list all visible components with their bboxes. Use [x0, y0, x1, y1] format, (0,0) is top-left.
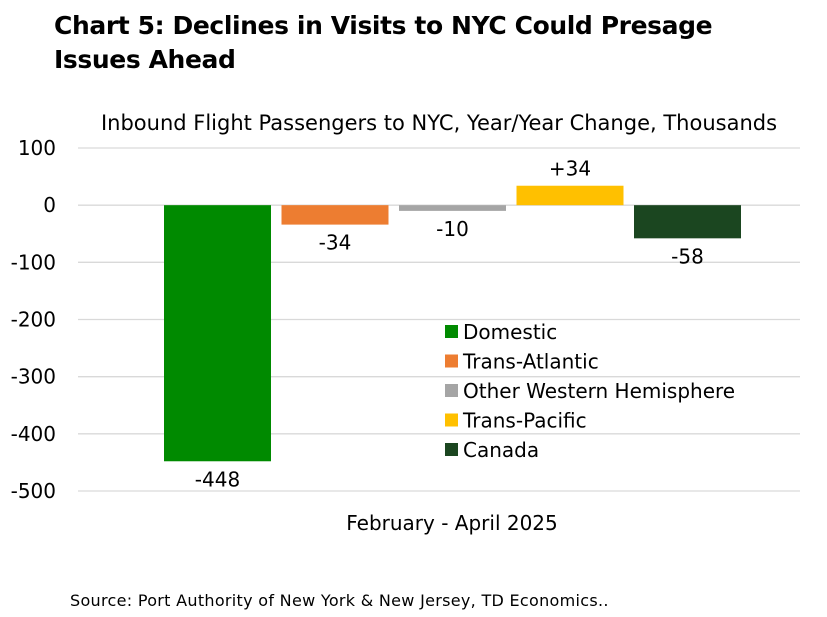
legend-swatch	[445, 354, 458, 368]
bar-trans-pacific	[516, 185, 624, 206]
chart-subtitle: Inbound Flight Passengers to NYC, Year/Y…	[101, 111, 777, 135]
source-note: Source: Port Authority of New York & New…	[70, 591, 609, 610]
legend-swatch	[445, 325, 458, 338]
legend-label: Other Western Hemisphere	[463, 379, 735, 403]
data-label: -10	[436, 217, 469, 241]
legend-label: Domestic	[463, 320, 557, 344]
y-tick-label: 0	[43, 193, 56, 217]
y-axis-tick-labels: 100 0 -100 -200 -300 -400 -500	[11, 136, 56, 503]
data-label: -34	[319, 231, 352, 255]
bar-other-western-hemisphere	[399, 205, 506, 211]
bar-domestic	[164, 205, 271, 462]
data-label: +34	[549, 157, 591, 181]
y-tick-label: -500	[11, 479, 56, 503]
legend-swatch	[445, 384, 458, 397]
legend-swatch	[445, 443, 458, 456]
data-label: -448	[195, 467, 240, 491]
bars	[164, 185, 741, 462]
y-tick-label: -300	[11, 365, 56, 389]
bar-canada	[634, 205, 741, 239]
legend-label: Trans-Pacific	[462, 409, 587, 433]
y-tick-label: -200	[11, 308, 56, 332]
x-axis-category-label: February - April 2025	[346, 511, 558, 535]
legend: Domestic Trans-Atlantic Other Western Hemi…	[445, 320, 735, 462]
chart-title-line-2: Issues Ahead	[54, 45, 236, 74]
legend-swatch	[445, 413, 458, 427]
legend-label: Canada	[463, 438, 539, 462]
chart-title-line-1: Chart 5: Declines in Visits to NYC Could…	[54, 11, 713, 40]
data-labels: -448 -34 -10 +34 -58	[195, 157, 704, 492]
y-tick-label: -100	[11, 250, 56, 274]
y-tick-label: 100	[18, 136, 56, 160]
data-label: -58	[671, 244, 704, 268]
legend-label: Trans-Atlantic	[462, 350, 599, 374]
chart-title: Chart 5: Declines in Visits to NYC Could…	[54, 9, 794, 77]
bar-trans-atlantic	[281, 205, 389, 225]
y-tick-label: -400	[11, 422, 56, 446]
